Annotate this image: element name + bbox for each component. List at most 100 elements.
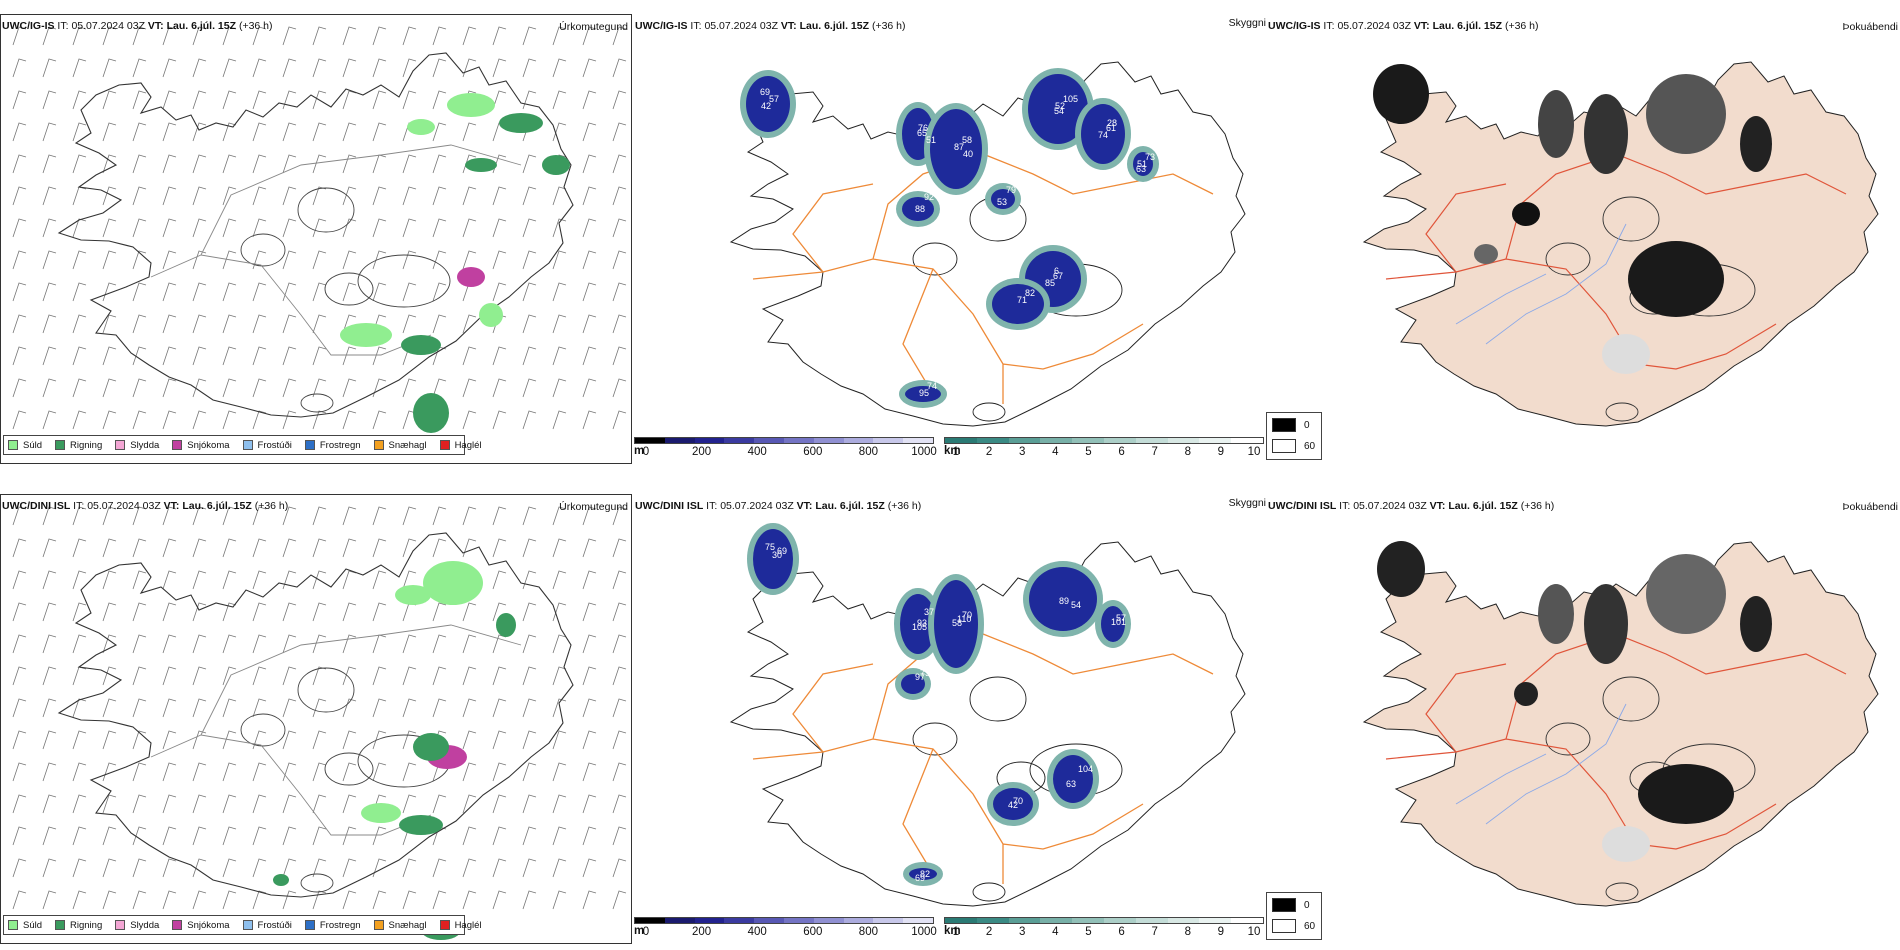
cloud-base-area — [1081, 104, 1125, 164]
fog-legend-label: 60 — [1304, 920, 1316, 932]
legend-item: Frostregn — [304, 439, 361, 451]
cloud-base-area — [901, 674, 925, 694]
fog-area — [1646, 74, 1726, 154]
legend-item: Snæhagl — [373, 920, 427, 931]
cloud-base-label: 73 — [920, 668, 930, 678]
fog-panel-bottom: 0 60 — [1266, 494, 1900, 944]
legend-swatch — [439, 440, 450, 450]
scale-tick: 400 — [747, 446, 767, 458]
road-network — [150, 144, 522, 356]
precip-area — [273, 874, 289, 886]
cloud-base-label: 105 — [912, 622, 927, 632]
legend-label: Súld — [23, 439, 43, 451]
cloud-base-label: 54 — [1071, 600, 1081, 610]
vt-label: VT: — [1429, 500, 1446, 512]
fog-area — [1646, 554, 1726, 634]
color-bar — [944, 437, 1264, 444]
cloud-base-label: 40 — [963, 149, 973, 159]
precip-legend-top: Súld Rigning Slydda Snjókoma Frostúði Frostre… — [3, 435, 482, 455]
legend-item: Slydda — [115, 440, 159, 451]
precip-area — [395, 585, 431, 605]
scale-tick: 1000 — [911, 926, 937, 938]
fog-map-top — [1362, 61, 1879, 427]
precip-legend-bottom: Súld Rigning Slydda Snjókoma Frostúði Frostre… — [3, 915, 482, 935]
cloud-base-label: 92 — [924, 192, 934, 202]
legend-item: Haglél — [439, 440, 482, 451]
legend-swatch — [8, 440, 18, 450]
precip-map-bottom — [12, 506, 627, 940]
cloud-base-label: 70 — [1013, 796, 1023, 806]
lead-time: (+36 h) — [871, 20, 906, 32]
it-value: 05.07.2024 03Z — [704, 20, 778, 32]
precip-area — [499, 113, 543, 133]
legend-label: Rigning — [70, 919, 103, 931]
road-network — [752, 633, 1214, 884]
fog-title-top: Þokuábendi — [1842, 21, 1898, 33]
vt-value: Lau. 6.júl. 15Z — [1448, 500, 1518, 512]
cloud-base-label: 89 — [1059, 596, 1069, 606]
scale-tick: 600 — [803, 446, 823, 458]
vt-label: VT: — [796, 500, 813, 512]
scale-tick: 1 — [952, 926, 960, 938]
scale-tick: 200 — [692, 446, 712, 458]
cloud-base-label: 79 — [1006, 185, 1016, 195]
fog-area — [1373, 64, 1429, 124]
fog-legend-label: 60 — [1304, 440, 1316, 452]
cloud-base-area — [746, 76, 790, 132]
legend-item: Súld — [8, 440, 42, 451]
cloud-base-label: 69 — [777, 546, 787, 556]
legend-label: Haglél — [454, 919, 482, 931]
legend-item: Frostregn — [304, 920, 361, 931]
scale-tick: 5 — [1085, 926, 1092, 938]
cloud-base-label: 51 — [1137, 159, 1147, 169]
legend-swatch — [304, 440, 315, 450]
scale-tick: 6 — [1118, 446, 1125, 458]
legend-swatch — [373, 440, 384, 450]
cloud-base-label: 74 — [1098, 130, 1108, 140]
legend-item: Rigning — [55, 920, 102, 931]
road-network — [1385, 633, 1847, 850]
precip-area — [340, 323, 392, 347]
clouds-panel-bottom: 75 93 70 89 57 63 70 73 82 69 105 110 54 101 104 42 97 69… — [633, 494, 1265, 944]
legend-label: Frostregn — [319, 439, 361, 451]
scale-tick: 4 — [1052, 926, 1059, 938]
scale-unit: m — [634, 925, 645, 937]
scale-tick: 8 — [1184, 926, 1191, 938]
precip-area — [413, 393, 449, 433]
legend-swatch — [172, 920, 183, 930]
fog-legend-label: 0 — [1304, 899, 1310, 911]
model-name: UWC/DINI ISL — [2, 500, 71, 512]
cloud-base-area — [1133, 152, 1153, 176]
scale-tick: 8 — [1184, 446, 1191, 458]
fog-area — [1740, 596, 1772, 652]
cloud-base-label: 75 — [765, 542, 775, 552]
model-name: UWC/IG-IS — [635, 20, 688, 32]
scale-tick: 800 — [858, 926, 878, 938]
vt-label: VT: — [780, 20, 797, 32]
cloud-base-area — [1053, 755, 1093, 803]
header-clouds-bottom: UWC/DINI ISL IT: 05.07.2024 03Z VT: Lau.… — [635, 500, 921, 513]
cloud-base-area — [753, 529, 793, 589]
legend-item: Slydda — [115, 920, 159, 931]
road-network — [150, 624, 522, 836]
scale-tick: 400 — [747, 926, 767, 938]
legend-label: Snæhagl — [388, 439, 427, 451]
fog-area — [1602, 826, 1650, 862]
vt-value: Lau. 6.júl. 15Z — [182, 500, 252, 512]
precip-area — [413, 733, 449, 761]
it-value: 05.07.2024 03Z — [1337, 20, 1411, 32]
legend-label: Súld — [23, 919, 43, 931]
legend-swatch — [242, 440, 253, 450]
scale-tick: 2 — [985, 926, 993, 938]
lead-time: (+36 h) — [254, 500, 289, 512]
precip-area — [399, 815, 443, 835]
wind-barbs — [12, 26, 627, 430]
legend-label: Rigning — [70, 439, 103, 451]
iceland-outline — [57, 52, 574, 418]
cloud-base-label: 57 — [769, 94, 779, 104]
cloud-base-label: 110 — [957, 614, 971, 624]
cloud-base-scale-bottom: m 0 200 400 600 800 1000 — [634, 917, 937, 943]
clouds-title-bottom: Skyggni — [1228, 497, 1266, 509]
vt-label: VT: — [147, 20, 164, 32]
legend-swatch — [172, 440, 183, 450]
